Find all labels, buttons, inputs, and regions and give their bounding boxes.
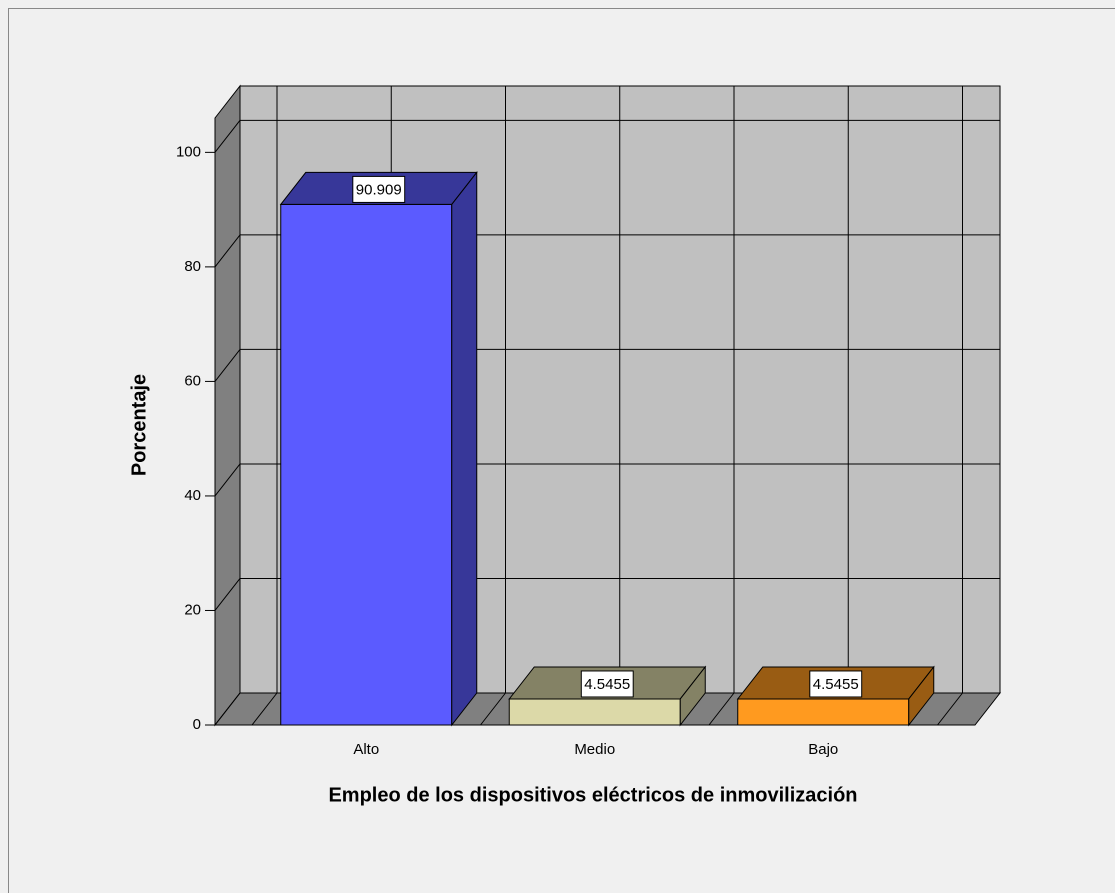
value-label-box xyxy=(352,175,406,203)
wall-grid-line xyxy=(214,120,241,153)
x-tick-label: Alto xyxy=(353,741,379,758)
value-label: 90.909 xyxy=(356,181,402,198)
y-tick-label: 0 xyxy=(193,716,201,733)
wall-grid-line xyxy=(214,349,241,382)
y-axis-title: Porcentaje xyxy=(128,374,150,476)
y-tick-label: 100 xyxy=(176,143,201,160)
bar-front xyxy=(508,698,681,726)
x-tick-label: Medio xyxy=(574,741,615,758)
y-tick-label: 20 xyxy=(184,601,201,618)
floor-line xyxy=(708,692,735,726)
wall-grid-line xyxy=(214,578,241,611)
bar-side xyxy=(679,665,706,727)
value-label: 4.5455 xyxy=(584,676,630,693)
plot-area: 0 20 40 60 80 100 90.909 Alto 4.5455 Medio 4.5455 B… xyxy=(176,84,1002,758)
wall-grid-line xyxy=(214,463,241,497)
wall-grid-line xyxy=(214,234,241,268)
floor-line xyxy=(480,692,506,726)
bar-front xyxy=(737,698,910,726)
x-tick-label: Bajo xyxy=(808,741,838,758)
bar xyxy=(279,170,478,727)
y-tick-label: 80 xyxy=(184,258,201,275)
left-wall xyxy=(214,84,241,727)
value-label-box xyxy=(809,670,863,698)
bar-side xyxy=(908,665,935,727)
y-tick-label: 40 xyxy=(184,487,201,504)
wall-grid-line xyxy=(214,692,241,726)
value-label: 4.5455 xyxy=(813,676,859,693)
value-label-box xyxy=(580,670,634,698)
floor-line xyxy=(251,692,278,726)
bar xyxy=(736,665,935,727)
bar-front xyxy=(280,203,453,726)
bar-side xyxy=(451,170,478,727)
floor-line xyxy=(937,692,963,726)
x-axis-title: Empleo de los dispositivos eléctricos de… xyxy=(328,784,857,806)
y-tick-label: 60 xyxy=(184,372,201,389)
